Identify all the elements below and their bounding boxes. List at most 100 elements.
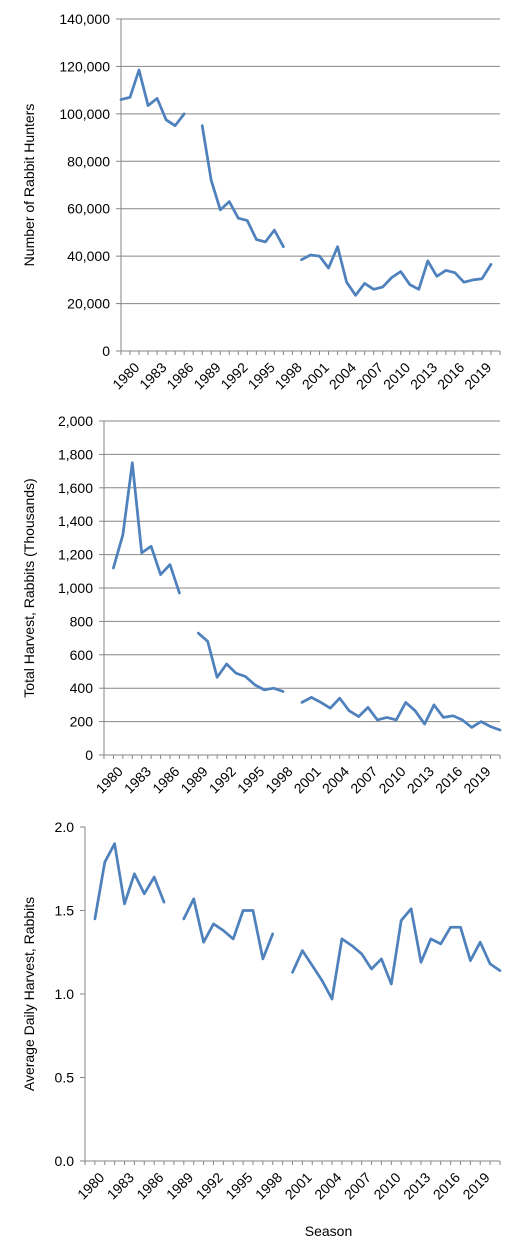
x-tick-label: 2010 — [370, 1169, 403, 1202]
data-point — [232, 938, 234, 940]
data-point — [354, 294, 356, 296]
data-point — [381, 286, 383, 288]
data-point — [252, 909, 254, 911]
data-point — [133, 873, 135, 875]
x-tick-label: 2013 — [407, 359, 440, 392]
x-tick-label: 2001 — [282, 1169, 315, 1202]
x-tick-label: 1983 — [136, 359, 169, 392]
data-point — [219, 209, 221, 211]
y-tick-label: 60,000 — [67, 201, 110, 217]
y-tick-label: 20,000 — [67, 296, 110, 312]
x-tick-label: 2004 — [326, 359, 359, 392]
data-point — [282, 690, 284, 692]
data-point — [336, 245, 338, 247]
x-tick-label: 1980 — [74, 1169, 107, 1202]
y-axis-title: Total Harvest, Rabbits (Thousands) — [21, 478, 37, 697]
data-point — [212, 923, 214, 925]
data-point — [430, 938, 432, 940]
x-tick-label: 2019 — [460, 763, 493, 796]
y-tick-label: 2.0 — [55, 819, 75, 835]
data-point — [463, 281, 465, 283]
y-tick-label: 800 — [70, 613, 94, 629]
data-point — [418, 288, 420, 290]
data-point — [123, 903, 125, 905]
data-point — [409, 283, 411, 285]
series-line-segment — [200, 124, 285, 249]
data-point — [310, 696, 312, 698]
data-point — [395, 719, 397, 721]
data-point — [150, 545, 152, 547]
chart-rabbit-hunters: 0 20,000 40,000 60,000 80,000 100,000 120,000 1… — [21, 11, 501, 393]
data-point — [222, 929, 224, 931]
data-point — [262, 958, 264, 960]
data-point — [216, 676, 218, 678]
x-tick-label: 1989 — [163, 1169, 196, 1202]
data-point — [490, 263, 492, 265]
data-point — [321, 979, 323, 981]
x-tick-label: 1986 — [133, 1169, 166, 1202]
series-line-segment — [112, 461, 181, 595]
data-point — [391, 276, 393, 278]
y-tick-label: 1,200 — [58, 547, 93, 563]
data-point — [192, 898, 194, 900]
x-tick-label: 1983 — [104, 1169, 137, 1202]
data-point — [423, 723, 425, 725]
series-line-segment — [300, 696, 502, 732]
data-point — [390, 983, 392, 985]
data-point — [94, 918, 96, 920]
data-point — [339, 697, 341, 699]
data-point — [309, 254, 311, 256]
data-point — [461, 719, 463, 721]
data-point — [427, 260, 429, 262]
data-point — [454, 272, 456, 274]
data-point — [301, 949, 303, 951]
data-point — [104, 861, 106, 863]
y-tick-label: 0.0 — [55, 1153, 75, 1169]
data-point — [351, 944, 353, 946]
data-point — [153, 876, 155, 878]
data-point — [327, 267, 329, 269]
y-tick-label: 1,800 — [58, 446, 93, 462]
data-point — [138, 69, 140, 71]
data-point — [331, 998, 333, 1000]
y-tick-label: 1,600 — [58, 480, 93, 496]
data-point — [405, 701, 407, 703]
x-tick-label: 1998 — [252, 1169, 285, 1202]
data-point — [272, 933, 274, 935]
data-point — [489, 725, 491, 727]
series-line-segment — [119, 68, 186, 128]
data-point — [183, 918, 185, 920]
x-tick-label: 1989 — [177, 763, 210, 796]
data-point — [300, 259, 302, 261]
series-line-segment — [182, 897, 275, 961]
y-tick-label: 40,000 — [67, 248, 110, 264]
data-point — [210, 179, 212, 181]
y-tick-label: 1,000 — [58, 580, 93, 596]
data-point — [481, 277, 483, 279]
series-line-segment — [300, 245, 493, 297]
data-point — [143, 893, 145, 895]
x-tick-label: 2016 — [432, 763, 465, 796]
x-tick-label: 2010 — [375, 763, 408, 796]
data-point — [156, 97, 158, 99]
data-point — [400, 270, 402, 272]
x-tick-label: 2007 — [353, 359, 386, 392]
y-tick-label: 1,400 — [58, 513, 93, 529]
data-point — [414, 710, 416, 712]
data-point — [367, 706, 369, 708]
y-axis-title: Number of Rabbit Hunters — [21, 104, 37, 267]
x-tick-label: 2001 — [299, 359, 332, 392]
data-point — [449, 926, 451, 928]
data-point — [246, 219, 248, 221]
y-tick-label: 100,000 — [59, 106, 110, 122]
data-point — [420, 961, 422, 963]
x-tick-label: 2004 — [319, 763, 352, 796]
data-point — [242, 909, 244, 911]
data-point — [202, 941, 204, 943]
x-tick-label: 2016 — [430, 1169, 463, 1202]
data-point — [178, 592, 180, 594]
data-point — [311, 964, 313, 966]
data-point — [131, 462, 133, 464]
data-point — [141, 552, 143, 554]
data-point — [499, 969, 501, 971]
